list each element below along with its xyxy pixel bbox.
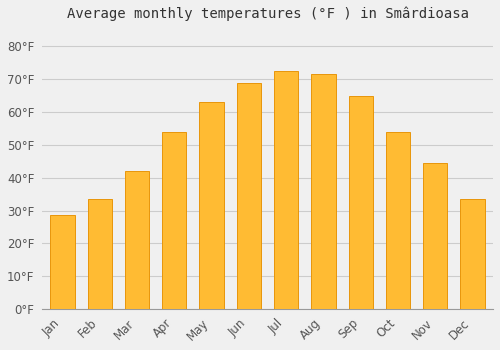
Bar [460, 199, 484, 309]
Bar [50, 216, 74, 309]
Bar [348, 96, 373, 309]
Bar [125, 171, 149, 309]
Bar [162, 132, 186, 309]
Bar [423, 163, 448, 309]
Bar [237, 83, 261, 309]
Bar [274, 71, 298, 309]
Title: Average monthly temperatures (°F ) in Smârdioasa: Average monthly temperatures (°F ) in Sm… [66, 7, 468, 21]
Bar [312, 74, 336, 309]
Bar [88, 199, 112, 309]
Bar [386, 132, 410, 309]
Bar [200, 102, 224, 309]
